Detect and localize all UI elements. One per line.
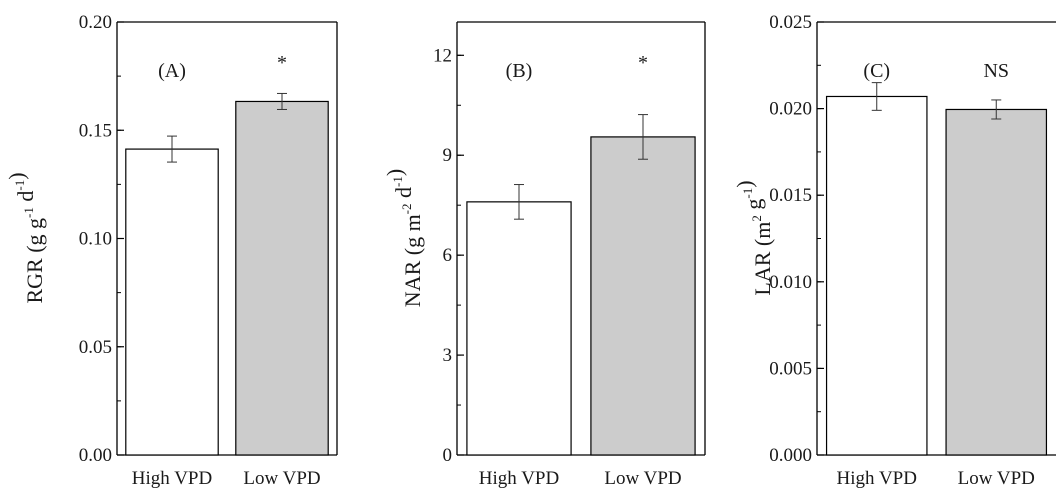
y-tick-label: 0.15 — [79, 120, 112, 141]
y-axis-title-sup: -1 — [12, 180, 27, 191]
panel-1: 0.00 0.05 0.10 0.15 0.20 High VPD Low VPD (A) * R… — [4, 12, 338, 489]
bar-low-vpd — [590, 136, 696, 456]
y-axis-title-sup: -1 — [740, 188, 755, 199]
y-axis-title: LAR (m2 g-1) — [732, 180, 775, 295]
x-category-label: High VPD — [132, 468, 212, 489]
y-tick-label: 0.015 — [769, 185, 812, 206]
panel-label: (A) — [158, 60, 186, 82]
x-category-label: Low VPD — [243, 468, 320, 489]
y-axis-title-part: g — [741, 199, 766, 216]
y-tick-label: 0.05 — [79, 337, 112, 358]
y-axis-title-sup: -2 — [399, 203, 414, 214]
panel-label: (C) — [863, 60, 890, 82]
bar-high-vpd — [125, 148, 219, 456]
y-tick-label: 12 — [433, 45, 452, 66]
y-tick-label: 3 — [443, 345, 453, 366]
y-tick-label: 0.10 — [79, 229, 112, 250]
bar-high-vpd — [466, 201, 572, 456]
significance-label: * — [638, 52, 648, 74]
y-tick-label: 9 — [443, 145, 453, 166]
panel-3: 0.000 0.005 0.010 0.015 0.020 0.025 High VPD Lo… — [732, 12, 1056, 489]
y-axis-title-part: NAR (g m — [400, 214, 425, 307]
x-category-label: Low VPD — [958, 468, 1035, 489]
y-axis-title-sup: 2 — [749, 215, 764, 222]
bar-low-vpd — [945, 108, 1048, 456]
y-axis-title-sup: -1 — [390, 176, 405, 187]
bar-low-vpd — [235, 100, 329, 456]
y-tick-label: 6 — [443, 245, 453, 266]
y-axis-title-part: LAR (m — [750, 222, 775, 296]
y-tick-label: 0.20 — [79, 12, 112, 33]
significance-label: NS — [983, 60, 1009, 82]
x-category-label: High VPD — [479, 468, 559, 489]
y-axis-title: NAR (g m-2 d-1) — [382, 169, 425, 307]
y-axis-title-sup: -1 — [21, 207, 36, 218]
y-tick-label: 0.010 — [769, 272, 812, 293]
y-axis-title-part: RGR (g g — [22, 218, 47, 304]
y-tick-label: 0.000 — [769, 445, 812, 466]
y-tick-label: 0.00 — [79, 445, 112, 466]
y-axis-title-part: d — [391, 187, 416, 204]
y-axis-title-part: ) — [4, 172, 29, 179]
y-tick-label: 0.005 — [769, 358, 812, 379]
y-axis-title-part: ) — [732, 180, 757, 187]
y-axis-title-part: ) — [382, 169, 407, 176]
significance-label: * — [277, 52, 287, 74]
x-category-label: Low VPD — [604, 468, 681, 489]
y-axis-title: RGR (g g-1 d-1) — [4, 172, 47, 303]
panel-label: (B) — [506, 60, 533, 82]
y-axis-title-part: d — [13, 191, 38, 208]
y-tick-label: 0.025 — [769, 12, 812, 33]
y-tick-label: 0 — [443, 445, 453, 466]
y-tick-label: 0.020 — [769, 99, 812, 120]
panel-2: 0 3 6 9 12 High VPD Low VPD (B) * NAR (g m-2 d-1) — [382, 21, 706, 489]
bar-high-vpd — [825, 95, 928, 456]
x-category-label: High VPD — [837, 468, 917, 489]
